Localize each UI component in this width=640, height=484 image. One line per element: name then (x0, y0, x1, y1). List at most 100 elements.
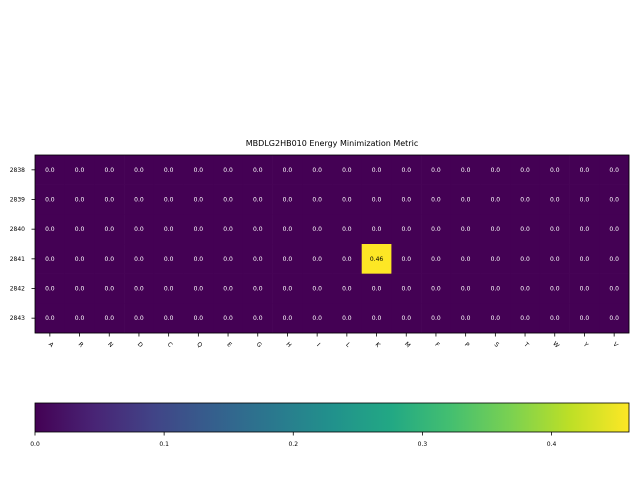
heatmap-cell (124, 303, 155, 334)
x-tick-label: L (344, 341, 352, 349)
cell-value-label: 0.0 (580, 286, 590, 293)
cell-value-label: 0.0 (75, 197, 85, 204)
cell-value-label: 0.0 (104, 197, 114, 204)
cell-value-label: 0.0 (104, 286, 114, 293)
heatmap-cell (124, 244, 155, 274)
heatmap-cell (539, 303, 570, 334)
cell-value-label: 0.0 (312, 315, 322, 322)
heatmap-cell (213, 273, 244, 304)
y-tick-label: 2842 (10, 286, 25, 293)
heatmap-cell (480, 155, 511, 185)
x-tick-label: T (522, 340, 530, 348)
cell-value-label: 0.0 (609, 315, 619, 322)
heatmap-cell (421, 244, 452, 274)
heatmap-cell (480, 244, 511, 274)
cell-value-label: 0.0 (312, 197, 322, 204)
cell-value-label: 0.0 (431, 167, 441, 174)
cell-value-label: 0.0 (194, 286, 204, 293)
cell-value-label: 0.0 (164, 286, 174, 293)
cell-value-label: 0.0 (609, 226, 619, 233)
x-tick-label: C (166, 341, 174, 349)
heatmap-cell (450, 184, 481, 215)
cell-value-label: 0.0 (164, 256, 174, 263)
heatmap-cell (94, 155, 125, 185)
cell-value-label: 0.0 (372, 167, 382, 174)
cell-value-label: 0.0 (520, 286, 530, 293)
heatmap-cell (332, 244, 362, 274)
heatmap-cell (242, 155, 273, 185)
cell-value-label: 0.0 (550, 256, 560, 263)
heatmap-cell (510, 273, 541, 304)
x-tick-label: M (403, 341, 412, 350)
y-tick-label: 2838 (10, 167, 25, 174)
cell-value-label: 0.0 (45, 197, 55, 204)
heatmap-cell (450, 214, 481, 245)
cell-value-label: 0.0 (45, 226, 55, 233)
cell-value-label: 0.0 (134, 197, 144, 204)
cell-value-label: 0.0 (580, 197, 590, 204)
cell-value-label: 0.0 (491, 315, 501, 322)
heatmap-cell (213, 214, 244, 245)
heatmap-cell (35, 244, 65, 274)
heatmap-cell (569, 303, 600, 334)
cell-value-label: 0.0 (372, 226, 382, 233)
cell-value-label: 0.0 (164, 315, 174, 322)
heatmap-cell (421, 214, 452, 245)
cell-value-label: 0.0 (342, 226, 352, 233)
heatmap-cell (242, 184, 273, 215)
x-tick-label: R (77, 341, 85, 349)
heatmap-cell (153, 214, 184, 245)
colorbar-tick-label: 0.4 (547, 441, 557, 448)
y-tick-label: 2843 (10, 315, 25, 322)
cell-value-label: 0.0 (520, 256, 530, 263)
heatmap-cell (183, 273, 214, 304)
heatmap-cell (64, 184, 95, 215)
heatmap-cell (242, 303, 273, 334)
heatmap-cell (391, 303, 422, 334)
heatmap-cell (510, 184, 541, 215)
cell-value-label: 0.0 (164, 226, 174, 233)
cell-value-label: 0.0 (580, 226, 590, 233)
cell-value-label: 0.0 (491, 286, 501, 293)
heatmap-cell (183, 155, 214, 185)
cell-value-label: 0.0 (342, 315, 352, 322)
heatmap-cell (94, 244, 125, 274)
heatmap-cell (569, 273, 600, 304)
heatmap-cell (450, 303, 481, 334)
heatmap-cell (213, 155, 244, 185)
heatmap-cell (272, 244, 303, 274)
heatmap-cell (213, 184, 244, 215)
y-axis: 2838 2839 2840 2841 2842 2843 (10, 167, 35, 322)
heatmap-cell (599, 273, 630, 304)
cell-value-label: 0.0 (431, 197, 441, 204)
heatmap-cell (361, 244, 392, 274)
cell-value-label: 0.0 (223, 197, 233, 204)
heatmap-cell (302, 244, 333, 274)
heatmap-cell (391, 214, 422, 245)
heatmap-cell (302, 303, 333, 334)
heatmap-cell (332, 303, 362, 334)
cell-value-label: 0.0 (253, 226, 263, 233)
heatmap-cell (242, 273, 273, 304)
y-tick-label: 2839 (10, 197, 25, 204)
heatmap-cell (183, 303, 214, 334)
x-tick-label: P (463, 341, 471, 349)
cell-value-label: 0.0 (223, 286, 233, 293)
cell-value-label: 0.0 (312, 286, 322, 293)
heatmap-cell (480, 214, 511, 245)
cell-value-label: 0.0 (491, 256, 501, 263)
cell-value-label: 0.0 (609, 167, 619, 174)
x-tick-label: F (433, 341, 441, 349)
x-tick-label: D (136, 341, 144, 349)
heatmap-cell (332, 214, 362, 245)
cell-value-label: 0.0 (372, 286, 382, 293)
heatmap-cell (421, 273, 452, 304)
heatmap-cell (153, 244, 184, 274)
cell-value-label: 0.0 (134, 167, 144, 174)
heatmap-cell (361, 155, 392, 185)
heatmap-cell (510, 155, 541, 185)
cell-value-label: 0.0 (104, 256, 114, 263)
cell-value-label: 0.0 (401, 315, 411, 322)
